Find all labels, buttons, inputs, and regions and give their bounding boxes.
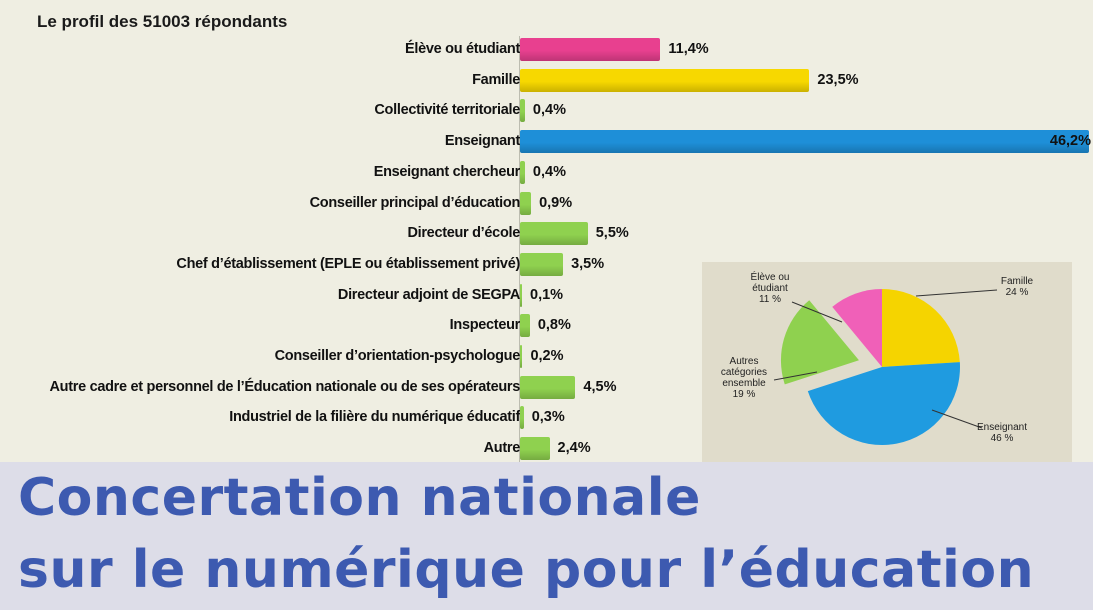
bar-value-label: 5,5% (595, 225, 629, 242)
bar-value-label: 0,4% (532, 163, 566, 180)
bar-category-label: Autre cadre et personnel de l’Éducation … (49, 378, 520, 395)
pie-leader-line (791, 301, 843, 323)
bar-category-label: Enseignant (444, 133, 520, 150)
bar-value-label: 0,1% (530, 286, 564, 303)
bar (520, 406, 524, 430)
bar-category-label: Inspecteur (449, 317, 521, 334)
pie-leader-line (915, 289, 998, 297)
bar-value-label: 0,2% (530, 348, 564, 364)
bar (520, 222, 588, 246)
bar (520, 130, 1089, 154)
bar (520, 345, 523, 368)
banner: Concertation nationale sur le numérique … (0, 462, 1093, 610)
bar (520, 68, 810, 92)
bar-value-label: 23,5% (817, 71, 859, 88)
pie-slice (780, 300, 859, 385)
pie-slice (807, 362, 960, 446)
bar (520, 252, 564, 276)
bar (520, 38, 661, 61)
bar-category-label: Collectivité territoriale (374, 102, 520, 119)
banner-title-line1: Concertation nationale (18, 468, 701, 528)
bar-category-label: Enseignant chercheur (373, 163, 521, 180)
bar-category-label: Élève ou étudiant (405, 41, 520, 57)
bar-value-label: 0,3% (531, 409, 565, 426)
pie-leader-line (931, 409, 983, 429)
bar (520, 437, 550, 461)
bar-value-label: 0,8% (537, 317, 571, 334)
bar-value-label: 3,5% (571, 255, 605, 272)
pie-slice (832, 289, 882, 367)
pie-slice-label: Famille 24 % (1001, 276, 1034, 298)
bar (520, 99, 525, 123)
bar-category-label: Conseiller principal d’éducation (309, 194, 521, 211)
bar (520, 191, 532, 215)
bar-category-label: Chef d’établissement (EPLE ou établissem… (176, 255, 520, 272)
banner-title-line2: sur le numérique pour l’éducation (18, 540, 1035, 600)
bar (520, 160, 525, 184)
pie-slice-label: Autres catégories ensemble 19 % (721, 356, 767, 400)
bar-value-label: 2,4% (557, 440, 591, 457)
bar-value-label: 4,5% (583, 378, 617, 395)
bar-value-label: 11,4% (668, 41, 709, 57)
pie-slice-label: Enseignant 46 % (977, 422, 1027, 444)
bar-value-label: 0,4% (532, 102, 566, 119)
bar-axis (519, 36, 520, 462)
bar-category-label: Directeur adjoint de SEGPA (337, 286, 520, 303)
pie-leader-line (773, 371, 818, 381)
pie-chart: Famille 24 % Enseignant 46 % Autres catégorie… (721, 270, 1034, 446)
pie-slice-label: Élève ou étudiant 11 % (751, 270, 790, 305)
bar-category-label: Industriel de la filière du numérique éd… (229, 409, 520, 426)
bar-category-label: Famille (472, 71, 520, 88)
pie-panel: Famille 24 % Enseignant 46 % Autres catégorie… (702, 262, 1072, 462)
bar-category-label: Autre (483, 440, 521, 457)
bar (520, 283, 522, 307)
bar-category-label: Directeur d’école (407, 225, 520, 242)
bar (520, 375, 576, 399)
bar-category-label: Conseiller d’orientation-psychologue (274, 348, 521, 364)
bar-value-label: 0,9% (539, 194, 573, 211)
bar-value-label: 46,2% (1049, 133, 1091, 150)
bar (520, 314, 530, 338)
pie-slice (882, 289, 960, 367)
chart-title: Le profil des 51003 répondants (37, 12, 288, 31)
